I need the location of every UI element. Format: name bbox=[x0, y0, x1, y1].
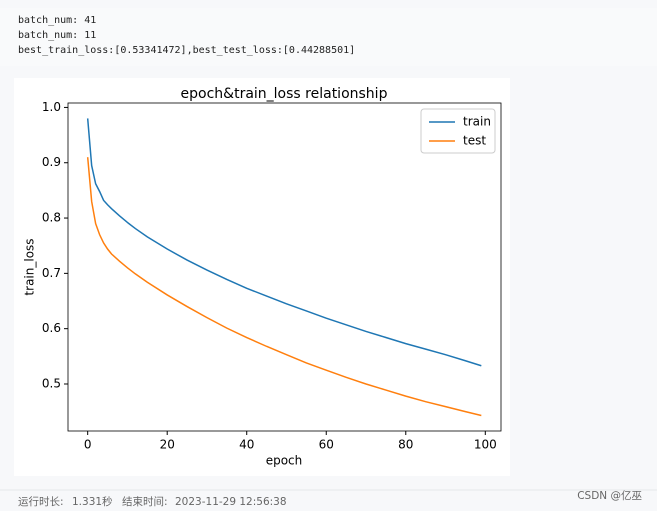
end-label: 结束时间: bbox=[122, 495, 168, 508]
x-tick-label: 20 bbox=[160, 438, 175, 452]
y-tick-label: 0.7 bbox=[42, 266, 61, 280]
y-tick-label: 0.6 bbox=[42, 321, 61, 335]
output-line: batch_num: 41 bbox=[18, 15, 96, 26]
end-time: 2023-11-29 12:56:38 bbox=[175, 496, 287, 508]
legend-label: test bbox=[463, 134, 486, 148]
x-axis-label: epoch bbox=[266, 454, 303, 468]
x-tick-label: 100 bbox=[474, 438, 497, 452]
x-tick-label: 40 bbox=[239, 438, 254, 452]
y-tick-label: 0.9 bbox=[42, 155, 61, 169]
output-panel bbox=[0, 8, 657, 66]
chart-title: epoch&train_loss relationship bbox=[181, 86, 388, 102]
output-line: best_train_loss:[0.53341472],best_test_l… bbox=[18, 45, 355, 56]
series-line bbox=[86, 118, 482, 367]
runtime-label: 运行时长: bbox=[18, 495, 64, 508]
runtime: 1.331秒 bbox=[72, 495, 113, 508]
output-line: batch_num: 11 bbox=[18, 30, 96, 41]
y-tick-label: 1.0 bbox=[42, 100, 61, 114]
legend-box bbox=[420, 108, 496, 154]
y-tick-label: 0.8 bbox=[42, 211, 61, 225]
y-axis-label: train_loss bbox=[23, 238, 37, 295]
watermark: CSDN @亿巫 bbox=[577, 489, 642, 502]
x-tick-label: 60 bbox=[319, 438, 334, 452]
x-tick-label: 0 bbox=[84, 438, 92, 452]
axes-frame bbox=[67, 102, 502, 432]
y-tick-label: 0.5 bbox=[42, 376, 61, 390]
series-line bbox=[86, 157, 482, 417]
x-tick-label: 80 bbox=[398, 438, 413, 452]
legend-label: train bbox=[463, 115, 491, 129]
